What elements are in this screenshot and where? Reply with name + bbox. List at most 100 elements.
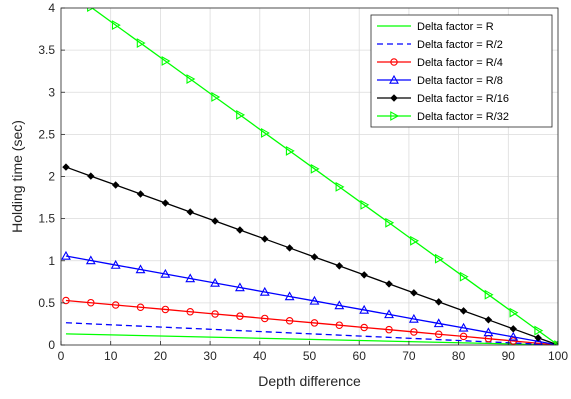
data-point-delta-factor-r-32 [434, 253, 444, 264]
data-point-delta-factor-r-4 [161, 305, 170, 314]
legend-label-delta-factor-r: Delta factor = R [417, 21, 494, 33]
data-point-delta-factor-r-8 [384, 309, 394, 319]
legend-label-delta-factor-r-16: Delta factor = R/16 [417, 93, 509, 105]
series-delta-factor-r-4 [62, 296, 558, 345]
x-tick-label: 60 [353, 349, 367, 363]
data-point-delta-factor-r-8 [135, 264, 146, 274]
series-line-delta-factor-r-2 [65, 322, 558, 345]
data-point-delta-factor-r-16 [534, 334, 542, 342]
y-tick-label: 2.5 [38, 127, 55, 141]
data-point-delta-factor-r-16 [459, 307, 468, 315]
data-point-delta-factor-r-4 [434, 330, 443, 338]
data-point-delta-factor-r-16 [310, 253, 319, 261]
data-point-delta-factor-r-4 [360, 323, 368, 332]
data-point-delta-factor-r-16 [385, 280, 393, 288]
data-point-delta-factor-r-8 [359, 304, 370, 314]
data-point-delta-factor-r-16 [261, 235, 269, 243]
series-delta-factor-r-16 [62, 163, 558, 345]
data-point-delta-factor-r-32 [236, 109, 246, 120]
data-point-delta-factor-r-16 [87, 172, 95, 180]
data-point-delta-factor-r-4 [310, 319, 319, 327]
series-layer [61, 8, 558, 345]
data-point-delta-factor-r-16 [186, 208, 194, 216]
legend-item-delta-factor-r-2: Delta factor = R/2 [377, 39, 503, 51]
data-point-delta-factor-r-8 [458, 322, 469, 332]
data-point-delta-factor-r-32 [161, 56, 171, 66]
data-point-delta-factor-r-4 [459, 332, 468, 341]
data-point-delta-factor-r-16 [335, 262, 344, 270]
x-tick-label: 0 [58, 349, 65, 363]
y-tick-label: 4 [48, 1, 55, 15]
data-point-delta-factor-r-4 [62, 296, 70, 305]
series-line-delta-factor-r [65, 333, 558, 345]
x-tick-label: 20 [154, 349, 168, 363]
series-delta-factor-r-8 [61, 250, 558, 345]
y-tick-label: 3 [48, 85, 55, 99]
data-point-delta-factor-r-16 [360, 271, 368, 279]
series-delta-factor-r-32 [87, 8, 558, 345]
data-point-delta-factor-r-8 [533, 336, 543, 345]
y-tick-label: 2 [48, 170, 55, 184]
data-point-delta-factor-r-8 [110, 259, 121, 269]
y-tick-label: 0 [48, 338, 55, 352]
y-tick-label: 1.5 [38, 212, 55, 226]
data-point-delta-factor-r-8 [61, 250, 71, 260]
data-point-delta-factor-r-8 [185, 273, 196, 283]
data-point-delta-factor-r-4 [335, 321, 344, 329]
data-point-delta-factor-r-32 [186, 74, 196, 84]
x-tick-label: 90 [502, 349, 516, 363]
data-point-delta-factor-r-8 [334, 300, 345, 310]
data-point-delta-factor-r-32 [335, 181, 345, 192]
data-point-delta-factor-r-16 [285, 244, 294, 252]
legend-box [370, 14, 553, 128]
legend-item-delta-factor-r-8: Delta factor = R/8 [377, 74, 503, 87]
data-point-delta-factor-r-8 [234, 282, 245, 292]
data-point-delta-factor-r-32 [285, 145, 295, 156]
legend-marker-delta-factor-r-16 [390, 94, 398, 102]
data-point-delta-factor-r-32 [261, 128, 270, 138]
data-point-delta-factor-r-32 [136, 38, 146, 48]
data-point-delta-factor-r-4 [509, 337, 518, 345]
data-point-delta-factor-r-32 [310, 163, 320, 174]
series-delta-factor-r [65, 333, 558, 345]
x-tick-label: 100 [548, 349, 568, 363]
data-point-delta-factor-r-16 [111, 181, 120, 189]
data-point-delta-factor-r-4 [410, 328, 418, 336]
legend-label-delta-factor-r-4: Delta factor = R/4 [417, 57, 503, 69]
data-point-delta-factor-r-32 [360, 199, 370, 210]
series-line-delta-factor-r-8 [65, 255, 558, 345]
series-line-delta-factor-r-4 [65, 299, 558, 345]
data-point-delta-factor-r-16 [211, 217, 219, 225]
y-axis-title: Holding time (sec) [9, 120, 25, 233]
legend-item-delta-factor-r-4: Delta factor = R/4 [377, 57, 503, 69]
data-point-delta-factor-r-8 [483, 327, 494, 337]
data-point-delta-factor-r-32 [509, 307, 519, 318]
data-point-delta-factor-r-8 [160, 268, 171, 278]
data-point-delta-factor-r-4 [285, 316, 294, 325]
data-point-delta-factor-r-8 [508, 331, 519, 341]
data-point-delta-factor-r-8 [433, 318, 444, 328]
data-point-delta-factor-r-8 [210, 277, 221, 287]
data-point-delta-factor-r-16 [410, 289, 418, 297]
data-point-delta-factor-r-8 [284, 291, 295, 301]
x-tick-label: 30 [203, 349, 217, 363]
legend-label-delta-factor-r-8: Delta factor = R/8 [417, 75, 503, 87]
y-tick-label: 1 [48, 254, 55, 268]
data-point-delta-factor-r-4 [136, 303, 145, 312]
x-tick-label: 50 [303, 349, 317, 363]
legend-label-delta-factor-r-2: Delta factor = R/2 [417, 39, 503, 51]
x-tick-label: 70 [402, 349, 416, 363]
data-point-delta-factor-r-4 [111, 301, 120, 309]
data-point-delta-factor-r-16 [435, 298, 443, 306]
legend-item-delta-factor-r: Delta factor = R [377, 21, 494, 33]
data-point-delta-factor-r-4 [261, 314, 269, 323]
data-point-delta-factor-r-4 [87, 298, 95, 307]
data-point-delta-factor-r-32 [87, 8, 95, 13]
data-point-delta-factor-r-32 [211, 92, 221, 102]
data-point-delta-factor-r-16 [62, 163, 70, 171]
legend-label-delta-factor-r-32: Delta factor = R/32 [417, 111, 509, 123]
y-tick-label: 0.5 [38, 296, 55, 310]
x-tick-label: 40 [253, 349, 267, 363]
data-point-delta-factor-r-4 [186, 307, 194, 316]
